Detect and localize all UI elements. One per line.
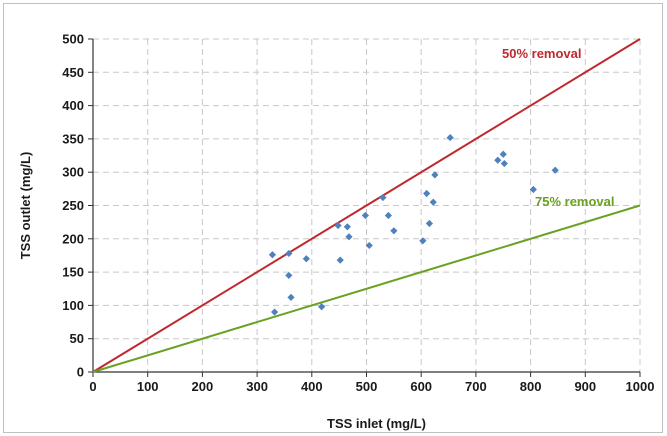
data-point <box>287 294 294 301</box>
x-tick-label: 600 <box>410 379 432 394</box>
data-point <box>345 233 352 240</box>
chart-frame: 0 100 200 300 400 500 600 700 800 900 1000 0 50 100 15… <box>3 3 663 433</box>
data-point <box>500 151 507 158</box>
data-point <box>344 223 351 230</box>
data-point <box>385 212 392 219</box>
data-point <box>362 212 369 219</box>
x-tick-label: 1000 <box>626 379 655 394</box>
data-point <box>423 190 430 197</box>
scatter-chart: 0 100 200 300 400 500 600 700 800 900 1000 0 50 100 15… <box>4 4 664 434</box>
x-tick-label: 300 <box>246 379 268 394</box>
data-point <box>447 134 454 141</box>
data-point <box>501 160 508 167</box>
data-point <box>419 237 426 244</box>
data-point <box>426 220 433 227</box>
data-point <box>285 272 292 279</box>
data-point <box>337 257 344 264</box>
y-tick-label: 350 <box>62 131 84 146</box>
data-point <box>552 167 559 174</box>
y-axis-title: TSS outlet (mg/L) <box>18 152 33 260</box>
removal-50-label: 50% removal <box>502 46 582 61</box>
x-tick-label: 100 <box>137 379 159 394</box>
x-tick-label: 500 <box>356 379 378 394</box>
y-tick-label: 150 <box>62 265 84 280</box>
data-point <box>334 222 341 229</box>
y-tick-label: 0 <box>77 365 84 380</box>
y-tick-label: 500 <box>62 32 84 47</box>
data-point <box>430 199 437 206</box>
x-tick-label: 0 <box>89 379 96 394</box>
x-tick-label: 200 <box>192 379 214 394</box>
y-tick-label: 250 <box>62 198 84 213</box>
x-tick-label: 700 <box>465 379 487 394</box>
data-point <box>390 227 397 234</box>
x-axis-title: TSS inlet (mg/L) <box>327 416 426 431</box>
y-tick-label: 100 <box>62 298 84 313</box>
x-tick-label: 400 <box>301 379 323 394</box>
removal-75-label: 75% removal <box>535 194 615 209</box>
data-point <box>269 251 276 258</box>
y-tick-label: 50 <box>70 331 84 346</box>
y-tick-label: 400 <box>62 98 84 113</box>
x-tick-label: 800 <box>520 379 542 394</box>
y-tick-label: 300 <box>62 165 84 180</box>
data-point <box>303 255 310 262</box>
data-point <box>494 157 501 164</box>
y-tick-label: 200 <box>62 231 84 246</box>
y-tick-label: 450 <box>62 65 84 80</box>
x-tick-label: 900 <box>574 379 596 394</box>
data-point <box>271 308 278 315</box>
